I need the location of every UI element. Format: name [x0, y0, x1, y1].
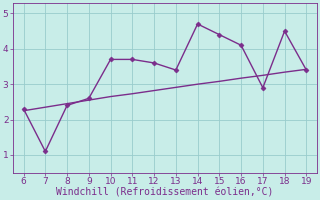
X-axis label: Windchill (Refroidissement éolien,°C): Windchill (Refroidissement éolien,°C): [56, 187, 274, 197]
